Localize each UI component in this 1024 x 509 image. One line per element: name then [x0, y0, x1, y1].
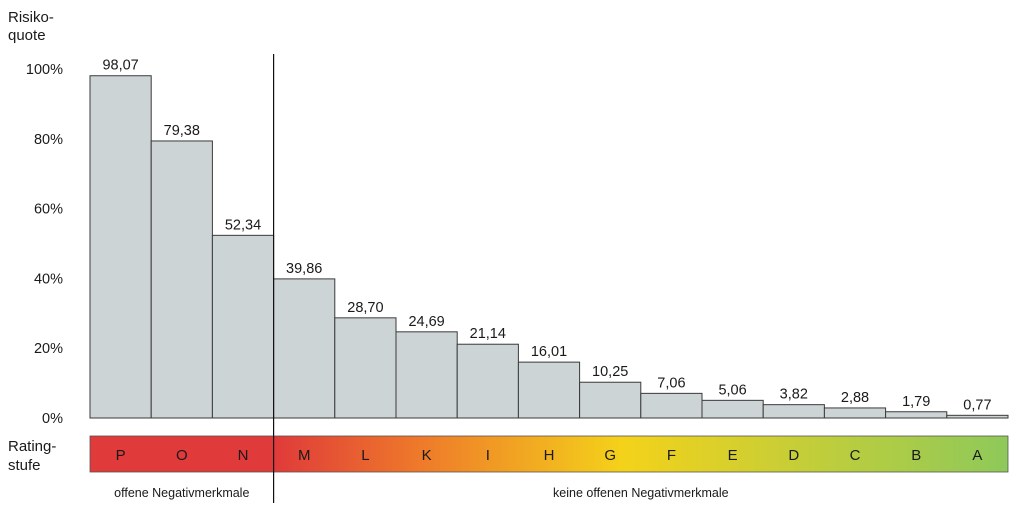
value-label: 2,88 [841, 390, 869, 406]
y-tick-label: 80% [34, 132, 63, 148]
group-label-negative: offene Negativmerkmale [114, 486, 249, 500]
bar-D [762, 404, 825, 419]
y-tick-label: 20% [34, 341, 63, 357]
x-axis-title: Rating-stufe [8, 438, 56, 474]
rating-label-K: K [422, 447, 432, 464]
bar-A [946, 414, 1009, 419]
rating-label-I: I [486, 447, 490, 464]
value-label: 5,06 [718, 382, 746, 398]
rating-label-D: D [788, 447, 799, 464]
value-label: 24,69 [408, 314, 444, 330]
bar-L [334, 317, 397, 419]
bar-H [517, 361, 581, 419]
rating-label-G: G [604, 447, 616, 464]
value-label: 16,01 [531, 344, 567, 360]
rating-label-F: F [667, 447, 676, 464]
rating-label-A: A [972, 447, 982, 464]
value-label: 3,82 [780, 387, 808, 403]
bar-F [640, 392, 703, 419]
bar-O [150, 140, 213, 419]
value-label: 52,34 [225, 217, 261, 233]
rating-label-C: C [850, 447, 861, 464]
y-tick-labels: 0% 20% 40% 60% 80% 100% [26, 62, 63, 427]
bar-N [211, 234, 275, 419]
bar-C [823, 407, 887, 419]
rating-label-E: E [728, 447, 738, 464]
rating-label-B: B [911, 447, 921, 464]
rating-label-L: L [361, 447, 369, 464]
rating-label-M: M [298, 447, 311, 464]
y-axis-title: Risiko-quote [8, 9, 54, 44]
value-label: 1,79 [902, 394, 930, 410]
y-tick-label: 60% [34, 202, 63, 218]
bar-E [701, 399, 764, 419]
rating-label-P: P [116, 447, 126, 464]
value-label: 79,38 [164, 123, 200, 139]
group-label-no-negative: keine offenen Negativmerkmale [553, 486, 729, 500]
rating-label-O: O [176, 447, 188, 464]
y-tick-label: 100% [26, 62, 63, 78]
bar-M [273, 278, 336, 419]
rating-label-N: N [238, 447, 249, 464]
bar-G [579, 381, 642, 419]
value-label: 0,77 [963, 397, 991, 413]
y-tick-label: 40% [34, 271, 63, 287]
y-tick-label: 0% [42, 411, 63, 427]
value-label: 39,86 [286, 261, 322, 277]
rating-label-H: H [544, 447, 555, 464]
value-label: 7,06 [657, 375, 685, 391]
value-label: 98,07 [102, 58, 138, 74]
value-label: 28,70 [347, 300, 383, 316]
value-labels: 98,07 79,38 52,34 39,86 28,70 24,69 21,14 16,01… [102, 58, 991, 414]
value-label: 21,14 [470, 326, 506, 342]
bars [89, 75, 1009, 419]
value-label: 10,25 [592, 364, 628, 380]
bar-I [456, 343, 519, 419]
rating-color-scale [89, 435, 1009, 473]
bar-B [885, 411, 948, 419]
bar-P [89, 75, 152, 419]
bar-K [395, 331, 458, 419]
